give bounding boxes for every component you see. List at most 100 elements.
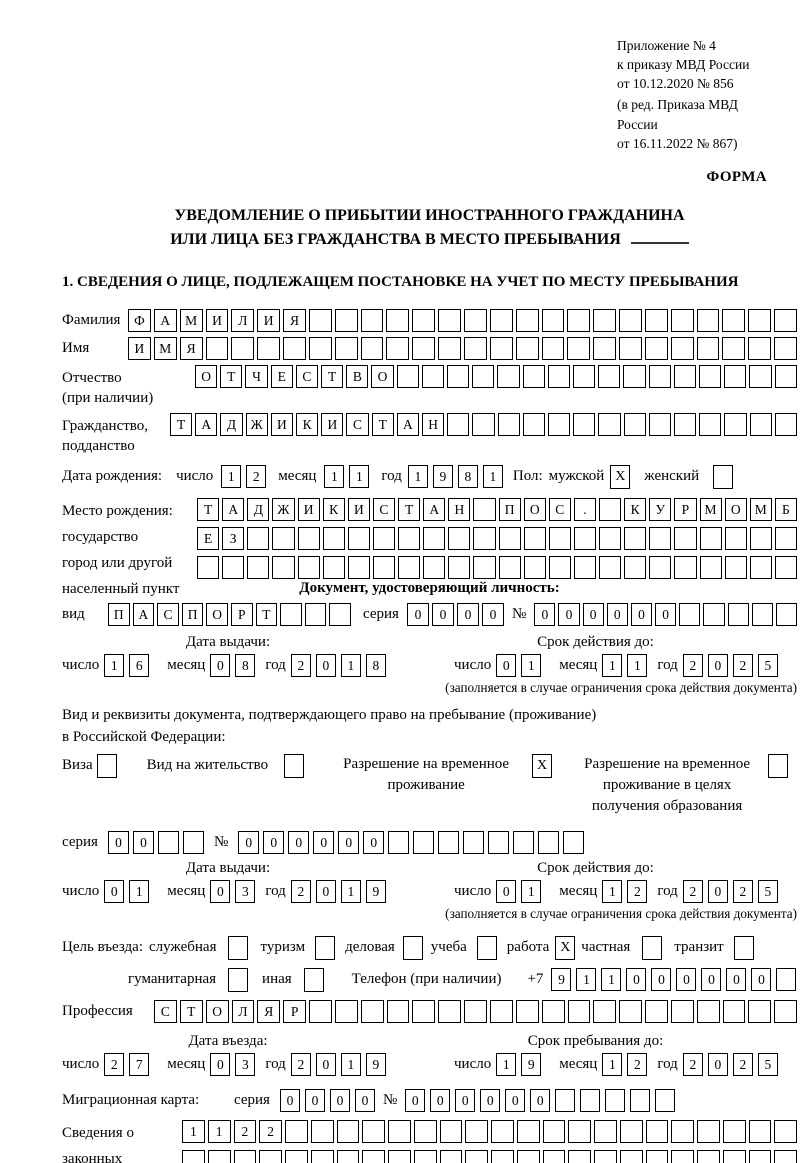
char-cell[interactable]: 8	[365, 653, 386, 677]
char-cell[interactable]: 0	[431, 602, 454, 626]
char-cell[interactable]: О	[724, 497, 747, 521]
char-cell[interactable]	[523, 555, 546, 579]
char-cell[interactable]	[297, 555, 320, 579]
char-cell[interactable]	[722, 999, 746, 1023]
char-cell[interactable]: М	[699, 497, 722, 521]
char-cell[interactable]: 2	[290, 653, 311, 677]
char-cell[interactable]: 6	[129, 653, 150, 677]
char-cell[interactable]	[699, 526, 722, 550]
char-cell[interactable]	[594, 1149, 617, 1163]
char-cell[interactable]: 0	[210, 879, 231, 903]
char-cell[interactable]	[697, 1119, 720, 1143]
char-cell[interactable]	[644, 308, 668, 332]
char-cell[interactable]	[489, 999, 513, 1023]
char-cell[interactable]	[670, 336, 694, 360]
char-cell[interactable]: Ж	[245, 412, 268, 436]
char-cell[interactable]	[310, 1149, 334, 1163]
char-cell[interactable]	[774, 364, 797, 388]
char-cell[interactable]	[463, 830, 485, 854]
char-cell[interactable]: 0	[210, 1052, 231, 1076]
char-cell[interactable]	[447, 364, 470, 388]
char-cell[interactable]	[309, 999, 332, 1023]
char-cell[interactable]	[648, 364, 671, 388]
char-cell[interactable]: 0	[626, 968, 647, 992]
char-cell[interactable]	[197, 555, 220, 579]
char-cell[interactable]: 0	[707, 879, 728, 903]
char-cell[interactable]	[599, 497, 622, 521]
purpose-business-checkbox[interactable]	[402, 935, 423, 960]
char-cell[interactable]	[567, 336, 591, 360]
char-cell[interactable]	[182, 1149, 205, 1163]
char-cell[interactable]	[696, 999, 720, 1023]
char-cell[interactable]: 1	[129, 879, 150, 903]
char-cell[interactable]	[724, 555, 747, 579]
char-cell[interactable]: Р	[674, 497, 697, 521]
char-cell[interactable]: Р	[283, 999, 307, 1023]
char-cell[interactable]: 0	[707, 653, 728, 677]
char-cell[interactable]: М	[179, 308, 203, 332]
char-cell[interactable]	[594, 1119, 617, 1143]
char-cell[interactable]	[516, 1119, 540, 1143]
char-cell[interactable]: 0	[455, 1088, 476, 1112]
char-cell[interactable]: 8	[457, 465, 478, 489]
char-cell[interactable]	[699, 412, 722, 436]
char-cell[interactable]	[542, 1149, 566, 1163]
char-cell[interactable]	[388, 830, 410, 854]
char-cell[interactable]	[473, 497, 496, 521]
char-cell[interactable]	[231, 336, 255, 360]
char-cell[interactable]	[748, 1149, 772, 1163]
char-cell[interactable]: 7	[129, 1052, 150, 1076]
char-cell[interactable]	[567, 308, 591, 332]
residence-permit-checkbox[interactable]	[284, 753, 305, 778]
char-cell[interactable]: 0	[406, 602, 429, 626]
char-cell[interactable]: 3	[235, 1052, 256, 1076]
char-cell[interactable]: 0	[238, 830, 260, 854]
char-cell[interactable]	[598, 412, 621, 436]
char-cell[interactable]	[624, 555, 647, 579]
char-cell[interactable]	[322, 526, 345, 550]
char-cell[interactable]: 2	[233, 1119, 257, 1143]
char-cell[interactable]	[697, 1149, 720, 1163]
char-cell[interactable]: 2	[290, 1052, 311, 1076]
char-cell[interactable]: 8	[235, 653, 256, 677]
char-cell[interactable]	[573, 412, 596, 436]
char-cell[interactable]	[696, 336, 720, 360]
char-cell[interactable]: М	[153, 336, 177, 360]
char-cell[interactable]	[413, 830, 435, 854]
char-cell[interactable]: Б	[774, 497, 797, 521]
char-cell[interactable]	[257, 336, 281, 360]
char-cell[interactable]: 0	[481, 602, 504, 626]
char-cell[interactable]	[447, 412, 470, 436]
char-cell[interactable]: А	[195, 412, 218, 436]
char-cell[interactable]	[567, 999, 591, 1023]
char-cell[interactable]: С	[154, 999, 177, 1023]
char-cell[interactable]	[775, 602, 797, 626]
char-cell[interactable]	[259, 1149, 282, 1163]
char-cell[interactable]: 2	[732, 879, 753, 903]
char-cell[interactable]	[336, 1119, 360, 1143]
char-cell[interactable]: 1	[627, 653, 648, 677]
char-cell[interactable]	[722, 1119, 746, 1143]
char-cell[interactable]: И	[270, 412, 294, 436]
char-cell[interactable]	[465, 1149, 488, 1163]
char-cell[interactable]: Ч	[245, 364, 268, 388]
char-cell[interactable]	[593, 308, 617, 332]
char-cell[interactable]	[645, 1149, 669, 1163]
char-cell[interactable]	[334, 308, 358, 332]
char-cell[interactable]	[497, 364, 520, 388]
char-cell[interactable]	[463, 308, 487, 332]
char-cell[interactable]	[473, 526, 496, 550]
char-cell[interactable]	[360, 336, 384, 360]
char-cell[interactable]: А	[222, 497, 245, 521]
char-cell[interactable]: 2	[627, 879, 648, 903]
char-cell[interactable]	[619, 336, 642, 360]
char-cell[interactable]: М	[749, 497, 772, 521]
char-cell[interactable]: .	[573, 497, 596, 521]
char-cell[interactable]: 0	[288, 830, 310, 854]
char-cell[interactable]: Я	[283, 308, 306, 332]
char-cell[interactable]: С	[372, 497, 395, 521]
char-cell[interactable]	[538, 830, 560, 854]
char-cell[interactable]: 0	[363, 830, 385, 854]
char-cell[interactable]	[749, 526, 772, 550]
char-cell[interactable]	[398, 555, 421, 579]
